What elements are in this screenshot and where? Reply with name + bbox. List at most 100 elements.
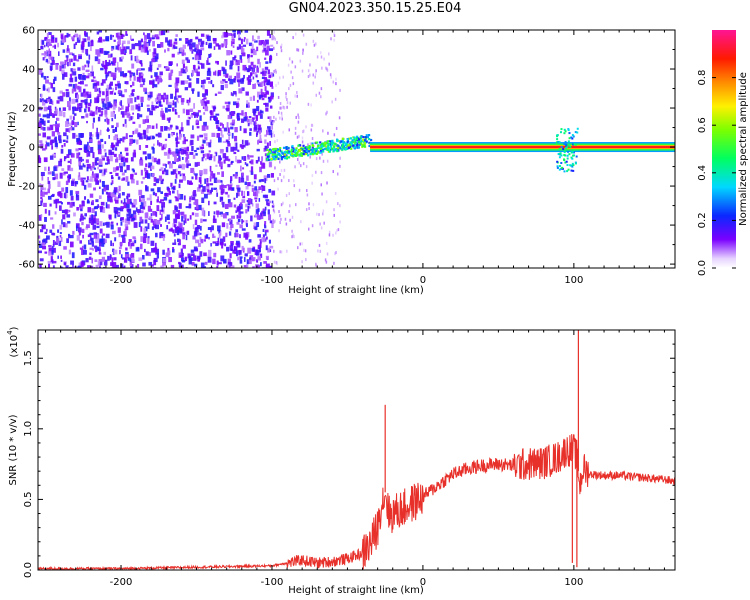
noise-cell (263, 47, 267, 52)
noise-cell (267, 200, 272, 204)
noise-cell (174, 101, 177, 108)
noise-cell (188, 117, 191, 120)
tone-cell (338, 140, 341, 143)
x-tick-label: -100 (261, 275, 284, 286)
noise-cell (279, 76, 281, 80)
noise-cell (59, 235, 62, 238)
noise-cell (84, 213, 87, 217)
burst-cell (558, 141, 561, 144)
noise-cell (156, 219, 161, 225)
tone-cell (358, 143, 361, 146)
noise-cell (89, 99, 92, 104)
burst-cell (568, 153, 571, 156)
burst-cell (572, 154, 575, 157)
noise-cell (99, 266, 101, 268)
noise-cell (39, 264, 42, 268)
noise-cell (195, 175, 198, 180)
noise-cell (76, 152, 80, 159)
noise-cell (157, 81, 160, 85)
noise-cell (182, 44, 187, 49)
noise-cell (153, 84, 158, 88)
noise-cell (132, 240, 137, 244)
noise-cell (194, 199, 199, 206)
noise-cell (162, 163, 167, 167)
noise-cell (88, 54, 91, 60)
noise-cell (181, 49, 185, 56)
noise-cell (215, 124, 219, 129)
noise-cell (178, 155, 181, 159)
tone-cell (280, 150, 283, 153)
noise-cell (106, 221, 110, 228)
noise-cell (42, 100, 46, 106)
burst-cell (565, 143, 568, 146)
noise-cell (260, 71, 263, 75)
noise-cell (255, 264, 258, 268)
noise-cell (268, 129, 273, 136)
noise-cell (269, 81, 273, 86)
noise-cell (155, 75, 159, 82)
noise-cell (270, 173, 274, 178)
noise-cell (90, 236, 92, 241)
noise-cell (214, 93, 218, 96)
noise-cell (64, 35, 68, 38)
noise-cell (129, 198, 132, 204)
tone-cell (365, 140, 368, 143)
noise-cell (262, 228, 265, 232)
noise-cell (289, 83, 292, 87)
noise-cell (309, 155, 312, 159)
tone-cell (307, 146, 310, 149)
noise-cell (280, 250, 283, 254)
noise-cell (301, 69, 304, 73)
noise-cell (80, 99, 85, 103)
noise-cell (325, 112, 327, 116)
noise-cell (325, 66, 327, 70)
tone-cell (315, 152, 318, 155)
noise-cell (207, 249, 212, 255)
noise-cell (89, 238, 92, 243)
noise-cell (159, 201, 162, 204)
noise-cell (112, 87, 114, 92)
noise-cell (47, 120, 50, 123)
noise-cell (203, 133, 208, 137)
noise-cell (178, 38, 182, 41)
noise-cell (55, 108, 58, 115)
noise-cell (69, 52, 73, 56)
noise-cell (190, 249, 195, 253)
tone-cell (354, 142, 358, 145)
tone-cell (327, 148, 330, 151)
noise-cell (330, 37, 332, 41)
tone-cell (347, 144, 350, 147)
noise-cell (175, 77, 180, 84)
tone-cell (359, 140, 362, 143)
noise-cell (174, 206, 178, 212)
noise-cell (75, 190, 80, 195)
tone-cell (274, 149, 277, 152)
noise-cell (199, 115, 202, 121)
noise-cell (52, 177, 56, 180)
noise-cell (82, 180, 85, 186)
noise-cell (63, 246, 67, 250)
noise-cell (43, 202, 47, 207)
burst-cell (557, 153, 560, 156)
noise-cell (85, 145, 90, 152)
noise-cell (323, 57, 325, 61)
noise-cell (234, 127, 238, 133)
noise-cell (260, 92, 265, 97)
tone-cell (344, 142, 347, 145)
noise-cell (120, 100, 123, 107)
noise-cell (145, 127, 149, 134)
noise-cell (204, 153, 207, 157)
noise-cell (165, 66, 169, 70)
noise-cell (316, 212, 318, 216)
noise-cell (273, 179, 276, 183)
tone-cell (274, 154, 277, 157)
noise-cell (65, 180, 69, 185)
burst-cell (559, 131, 562, 134)
noise-cell (144, 219, 148, 224)
noise-cell (238, 44, 242, 50)
tone-cell (319, 151, 322, 154)
noise-cell (222, 140, 227, 144)
noise-cell (178, 149, 181, 154)
noise-cell (217, 91, 222, 94)
noise-cell (80, 215, 84, 221)
